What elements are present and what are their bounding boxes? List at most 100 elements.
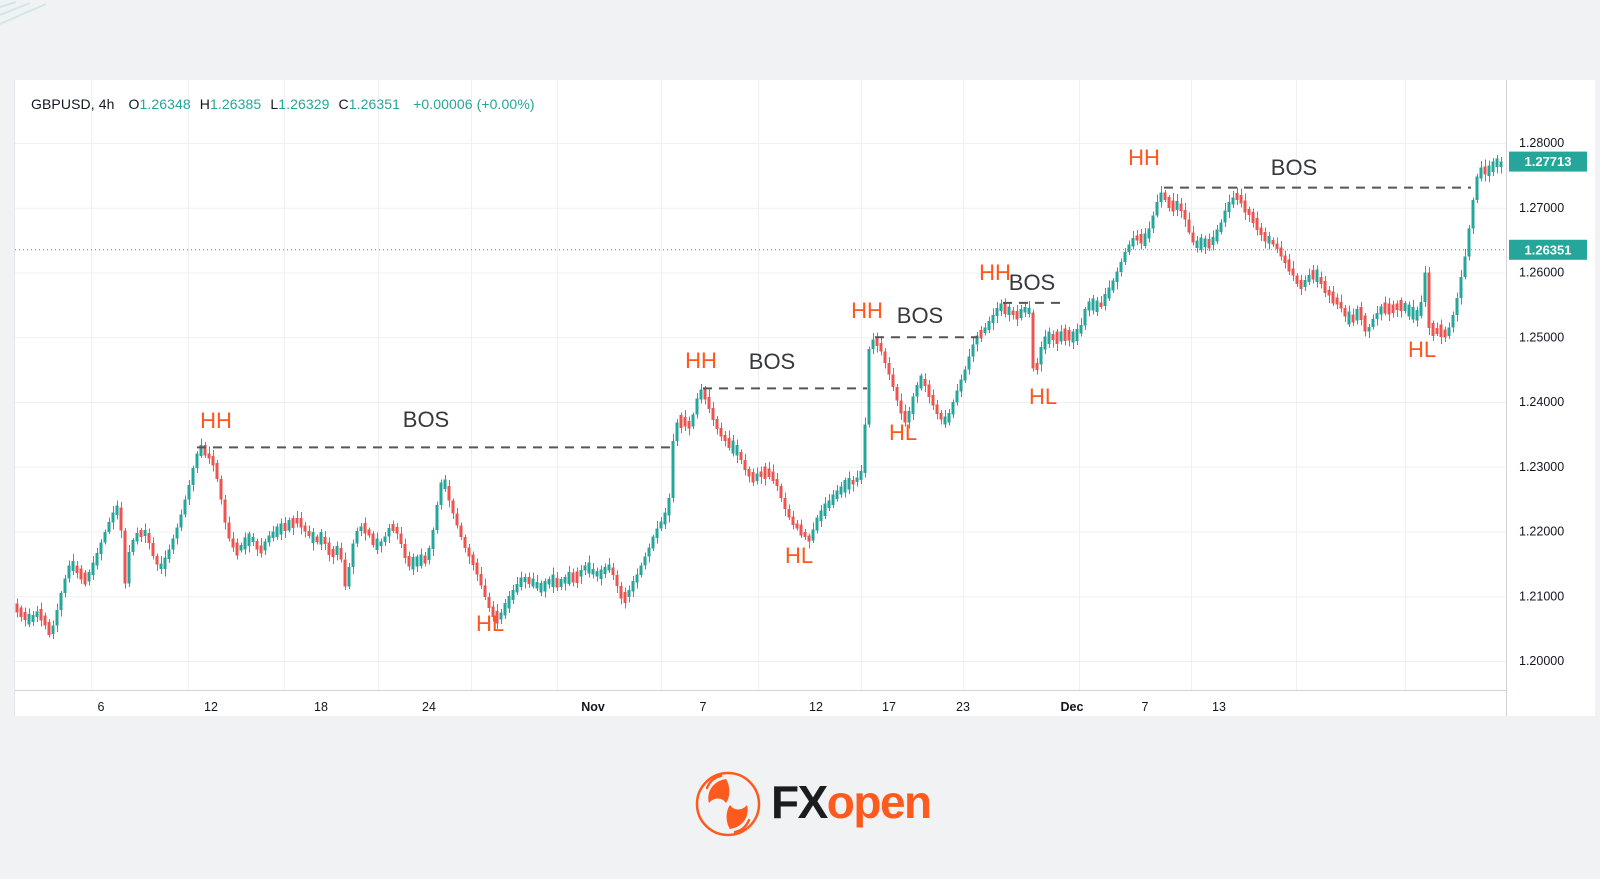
candle [1491, 158, 1495, 176]
candle [1047, 327, 1051, 348]
candle [99, 538, 103, 561]
bos-lines [197, 186, 1471, 449]
candle [559, 576, 563, 591]
candle [1083, 306, 1087, 330]
candlestick-chart[interactable]: 1.28000 1.27000 1.26000 1.25000 1.24000 1.230… [15, 80, 1595, 716]
candle [1231, 191, 1235, 209]
candle [323, 531, 327, 551]
candle [571, 568, 575, 587]
candle [1135, 230, 1139, 245]
candle [1215, 225, 1219, 245]
candle [1043, 329, 1047, 355]
candle [1079, 317, 1083, 337]
candle [199, 438, 203, 459]
candle [995, 302, 999, 324]
ohlc-header: GBPUSD, 4h O1.26348 H1.26385 L1.26329 C1.263… [31, 96, 535, 112]
candle [1295, 272, 1299, 288]
candle [443, 475, 447, 493]
candle [347, 562, 351, 590]
chart-panel[interactable]: 1.28000 1.27000 1.26000 1.25000 1.24000 1.230… [14, 80, 1595, 716]
candle [295, 511, 299, 528]
candle [1219, 219, 1223, 235]
candle [843, 477, 847, 498]
bos-label: BOS [1008, 270, 1056, 295]
candle [1159, 186, 1163, 208]
candle [299, 511, 303, 535]
candle [1051, 330, 1055, 348]
candle [215, 460, 219, 482]
candle [1123, 248, 1127, 266]
time-tick-label: 12 [809, 700, 823, 714]
candle [1403, 300, 1407, 314]
candle [983, 323, 987, 336]
candle [535, 575, 539, 592]
higher-high-label: HH [1128, 145, 1160, 170]
candle [671, 434, 675, 503]
candle [1395, 300, 1399, 318]
candle [831, 489, 835, 508]
candle [1411, 299, 1415, 323]
time-tick-label: 18 [314, 700, 328, 714]
price-axis[interactable]: 1.28000 1.27000 1.26000 1.25000 1.24000 1.230… [1519, 136, 1564, 668]
candle [139, 527, 143, 542]
candle [547, 576, 551, 589]
candle [655, 521, 659, 544]
candle [1479, 160, 1483, 182]
candle [1267, 232, 1271, 250]
candle [603, 563, 607, 578]
price-tick-label: 1.25000 [1519, 330, 1564, 344]
candle [1175, 194, 1179, 217]
candle [1063, 324, 1067, 346]
candle [431, 527, 435, 556]
candle [1255, 211, 1259, 236]
candle [387, 524, 391, 544]
candle [399, 526, 403, 549]
candle [307, 525, 311, 539]
time-tick-label: Dec [1061, 700, 1084, 714]
candle [155, 553, 159, 571]
candle [1183, 202, 1187, 227]
candle [59, 591, 63, 617]
candle [1319, 271, 1323, 289]
candle [279, 518, 283, 540]
candle [171, 534, 175, 554]
candle [1143, 228, 1147, 249]
candle [663, 507, 667, 529]
candle [1179, 197, 1183, 218]
svg-text:1.27713: 1.27713 [1525, 154, 1572, 169]
candle [1243, 193, 1247, 220]
candle [1419, 295, 1423, 319]
candle [371, 530, 375, 548]
candle [1027, 301, 1031, 318]
candle [1327, 286, 1331, 303]
candle [79, 565, 83, 585]
candle [855, 470, 859, 487]
candle [899, 393, 903, 420]
candle [639, 562, 643, 578]
candle [1115, 267, 1119, 290]
candle [927, 380, 931, 404]
candle [1379, 304, 1383, 321]
candle [1035, 358, 1039, 375]
candle [819, 504, 823, 528]
low-key: L [270, 96, 279, 112]
candle [623, 587, 627, 609]
candle [1423, 265, 1427, 308]
bos-label: BOS [748, 349, 796, 374]
candle [383, 532, 387, 547]
candles[interactable] [15, 154, 1503, 639]
time-axis[interactable]: 6 12 18 24 Nov 7 12 17 23 Dec 7 13 [98, 700, 1226, 714]
candle [1483, 159, 1487, 182]
candle [859, 465, 863, 484]
current-price-badge: 1.26351 [1509, 239, 1587, 260]
candle [1331, 285, 1335, 307]
candle [411, 553, 415, 576]
candle [67, 560, 71, 583]
candle [799, 519, 803, 538]
candle [247, 531, 251, 553]
candle [679, 412, 683, 433]
candle [779, 483, 783, 503]
candle [923, 373, 927, 393]
candle [551, 567, 555, 593]
candle [1007, 302, 1011, 322]
